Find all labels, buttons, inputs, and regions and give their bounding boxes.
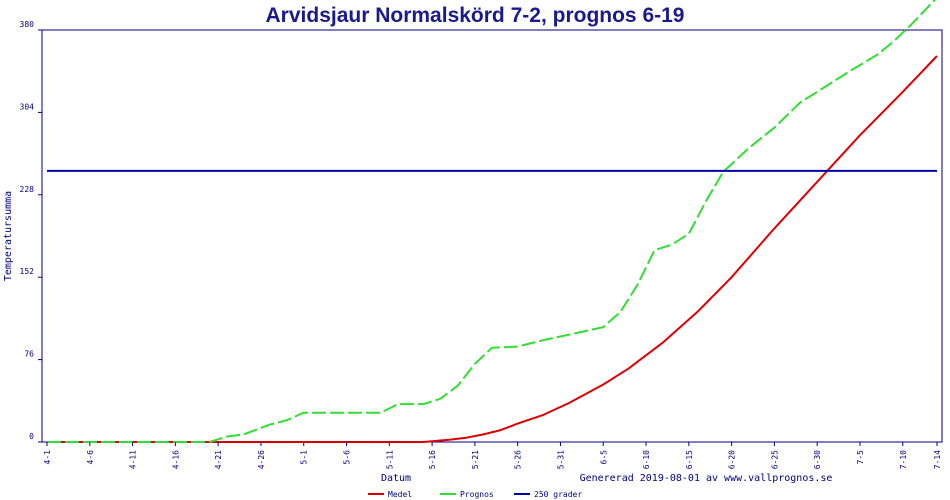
x-tick-label: 4-16 <box>171 450 180 469</box>
y-tick-label: 380 <box>20 20 35 29</box>
x-tick-label: 6-25 <box>770 450 779 469</box>
x-tick-label: 5-21 <box>471 450 480 469</box>
y-tick-label: 0 <box>29 432 34 441</box>
x-tick-label: 4-21 <box>214 450 223 469</box>
x-tick-label: 7-14 <box>933 450 942 469</box>
x-tick-label: 6-30 <box>813 450 822 469</box>
y-tick-label: 76 <box>24 350 34 359</box>
x-tick-label: 4-11 <box>129 450 138 469</box>
x-tick-label: 5-11 <box>385 450 394 469</box>
x-tick-label: 5-1 <box>300 450 309 465</box>
series-layer <box>47 0 938 443</box>
x-tick-label: 4-1 <box>43 450 52 465</box>
x-tick-label: 4-6 <box>86 450 95 465</box>
x-tick-label: 6-10 <box>642 450 651 469</box>
series-line-2 <box>47 0 937 443</box>
y-tick-label: 304 <box>20 102 35 111</box>
plot-frame <box>41 29 943 443</box>
legend-label: Prognos <box>460 490 494 499</box>
x-tick-label: 5-31 <box>556 450 565 469</box>
x-tick-label: 6-15 <box>685 450 694 469</box>
x-tick-label: 7-10 <box>899 450 908 469</box>
x-tick-label: 6-20 <box>728 450 737 469</box>
x-tick-label: 5-6 <box>343 450 352 465</box>
x-tick-label: 7-5 <box>856 450 865 465</box>
y-tick-label: 228 <box>20 185 35 194</box>
x-axis: 4-1 4-6 4-11 4-16 4-21 4-26 5-1 5-6 5-11 5-16 5-21… <box>43 442 942 469</box>
legend-label: 250 grader <box>534 490 582 499</box>
x-axis-label: Datum <box>381 473 411 484</box>
y-axis: 0 76 152 228 304 380 <box>20 20 42 443</box>
chart-title: Arvidsjaur Normalskörd 7-2, prognos 6-19 <box>266 4 685 27</box>
x-tick-label: 5-16 <box>428 450 437 469</box>
legend-label: Medel <box>388 490 412 499</box>
x-tick-label: 5-26 <box>514 450 523 469</box>
y-axis-label: Temperatursumma <box>3 191 14 281</box>
footer-text: Genererad 2019-08-01 av www.vallprognos.… <box>580 473 833 484</box>
series-line-1 <box>47 55 938 443</box>
x-tick-label: 4-26 <box>257 450 266 469</box>
x-tick-label: 6-5 <box>599 450 608 465</box>
legend: Medel Prognos 250 grader <box>368 490 582 499</box>
y-tick-label: 152 <box>20 267 35 276</box>
